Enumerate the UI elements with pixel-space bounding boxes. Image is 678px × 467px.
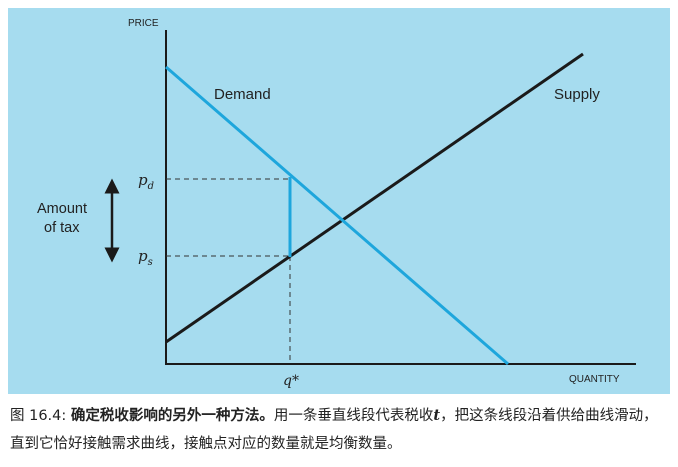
supply-label: Supply <box>554 86 600 103</box>
tax-amount-label-line2: of tax <box>44 220 80 236</box>
demand-label: Demand <box>214 86 271 103</box>
figure-caption: 图 16.4: 确定税收影响的另外一种方法。用一条垂直线段代表税收t，把这条线段… <box>10 402 670 458</box>
q-star-label: q* <box>283 373 299 389</box>
pd-label: pd <box>138 171 154 192</box>
tax-amount-label-line1: Amount <box>37 201 87 217</box>
x-axis-label: QUANTITY <box>569 374 620 385</box>
ps-label-base: p <box>138 247 148 265</box>
ps-label-sub: s <box>148 257 153 268</box>
caption-tax-variable: t <box>433 407 441 424</box>
pd-label-base: p <box>138 171 148 189</box>
demand-curve <box>165 65 509 366</box>
caption-body-start: 用一条垂直线段代表税收 <box>273 408 434 424</box>
tax-incidence-diagram: PRICE QUANTITY Demand Supply pd ps q* Am… <box>8 8 670 394</box>
y-axis-label: PRICE <box>128 18 159 29</box>
caption-title: 确定税收影响的另外一种方法。 <box>70 408 274 424</box>
supply-curve <box>165 52 584 344</box>
ps-label: ps <box>138 247 153 268</box>
caption-fig-num: 图 16.4: <box>10 408 67 424</box>
pd-label-sub: d <box>148 181 154 192</box>
diagram-background <box>8 8 670 394</box>
caption-body-end: ，把这条线段沿着供给曲线滑动，直到它恰好接触需求曲线，接触点对应的数量就是均衡数… <box>10 408 658 452</box>
